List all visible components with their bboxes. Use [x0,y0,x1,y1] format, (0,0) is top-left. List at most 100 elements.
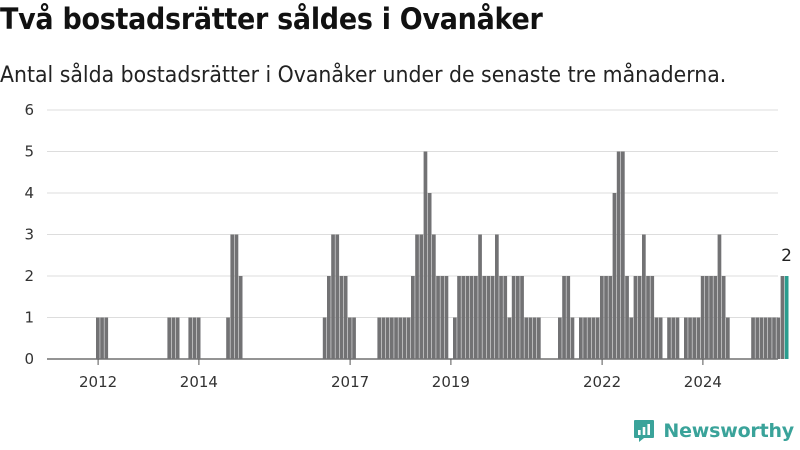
bar [406,317,411,359]
bar [440,276,445,359]
bar [499,276,503,359]
bar [713,276,718,359]
bar [763,317,768,359]
x-tick-label: 2022 [583,373,621,391]
bar [772,317,776,359]
y-tick-label: 0 [24,350,34,368]
bar [436,276,440,359]
bar [171,317,176,359]
chart-title: Två bostadsrätter såldes i Ovanåker [0,2,543,36]
bar [709,276,713,359]
bar [776,317,781,359]
y-tick-label: 2 [24,267,34,285]
y-tick-label: 3 [24,226,34,244]
bar [688,317,692,359]
x-tick-label: 2017 [331,373,369,391]
bar [654,317,659,359]
bar [192,317,197,359]
bar [415,234,419,359]
bar [604,276,608,359]
bar [339,276,344,359]
bar [427,193,432,359]
bar [327,276,331,359]
bar [331,234,335,359]
x-axis: 2012 2014 2017 2019 2022 2024 [79,359,722,391]
bar [520,276,524,359]
bar [667,317,671,359]
bar [482,276,487,359]
bar [100,317,104,359]
bar [402,317,407,359]
bar [532,317,537,359]
bar [348,317,352,359]
bar [629,317,634,359]
bar [566,276,571,359]
x-tick-label: 2024 [684,373,722,391]
bar [238,276,243,359]
bar [478,234,482,359]
bar [646,276,650,359]
bar [675,317,680,359]
bar [625,276,629,359]
bar [96,317,100,359]
bar [700,276,705,359]
bar [616,151,621,359]
bar [503,276,508,359]
bar [600,276,604,359]
bar [658,317,663,359]
bar [385,317,390,359]
bar [583,317,587,359]
bar [490,276,495,359]
bar [717,234,722,359]
bar [633,276,638,359]
bar [461,276,466,359]
x-tick-label: 2014 [180,373,218,391]
bar [335,234,340,359]
bar [394,317,398,359]
brand-name: Newsworthy [663,420,794,442]
bar [558,317,562,359]
bar [486,276,491,359]
bar [226,317,230,359]
bar [188,317,193,359]
bar [705,276,709,359]
y-tick-label: 1 [24,309,34,327]
bar [595,317,600,359]
bar [780,276,785,359]
bar [457,276,461,359]
bar [650,276,655,359]
bar-highlight [784,276,789,359]
x-tick-label: 2019 [432,373,470,391]
bar [411,276,415,359]
bar [562,276,566,359]
bar [642,234,646,359]
bar [537,317,541,359]
bar [759,317,764,359]
bar [469,276,474,359]
chart-subtitle: Antal sålda bostadsrätter i Ovanåker und… [0,63,727,88]
y-tick-label: 5 [24,143,34,161]
y-tick-label: 4 [24,184,34,202]
bar [175,317,180,359]
bar [721,276,726,359]
bar [621,151,625,359]
brand-logo: Newsworthy [633,419,794,443]
bar [390,317,394,359]
data-labels: 2 [781,246,792,266]
bar [507,317,512,359]
bar [196,317,201,359]
bar [104,317,109,359]
bar [343,276,348,359]
bar [528,317,533,359]
bar [755,317,760,359]
bar [726,317,730,359]
y-axis-ticks: 0 1 2 3 4 5 6 [24,101,34,368]
y-tick-label: 6 [24,101,34,119]
bar [608,276,613,359]
bar [230,234,235,359]
bar [671,317,676,359]
bar [474,276,478,359]
bar [768,317,772,359]
bar [381,317,386,359]
bar [570,317,575,359]
